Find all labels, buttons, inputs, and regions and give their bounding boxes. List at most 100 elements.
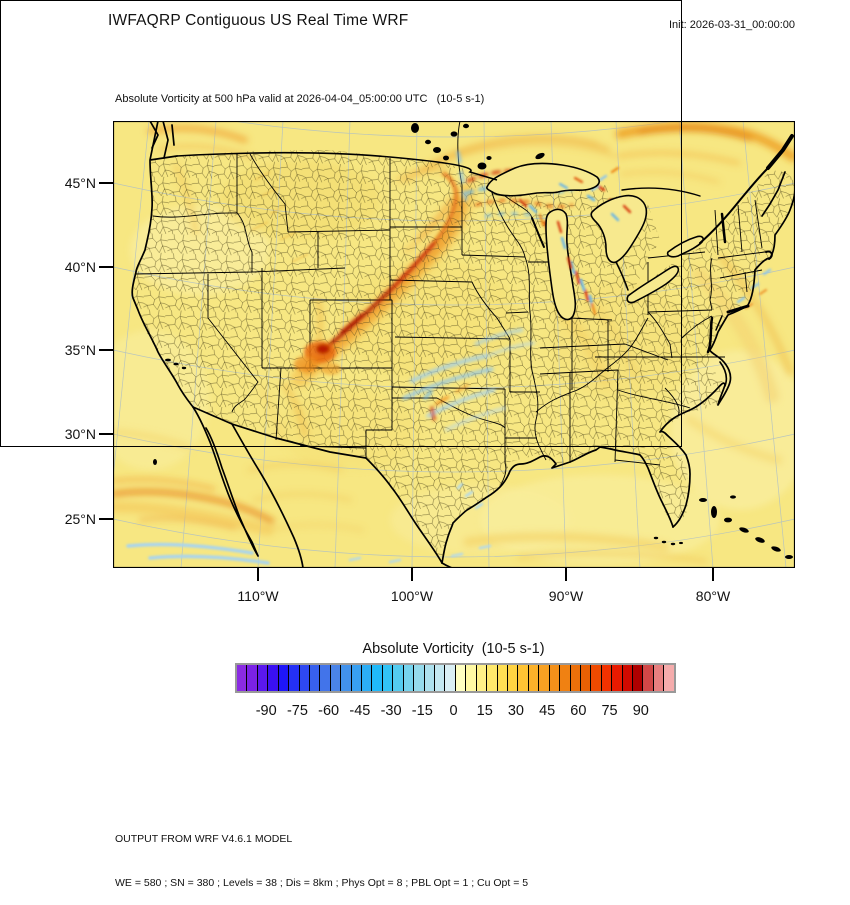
lat-tick-label: 25°N	[64, 511, 96, 527]
colorbar-segment	[528, 665, 540, 691]
colorbar-segment	[591, 665, 602, 691]
colorbar-segment	[560, 665, 571, 691]
lake-champlain	[720, 212, 727, 244]
footer-model-info: OUTPUT FROM WRF V4.6.1 MODEL WE = 580 ; …	[115, 803, 528, 905]
colorbar-tick-label: 75	[601, 703, 618, 719]
lat-tick	[99, 182, 113, 184]
lat-tick	[99, 266, 113, 268]
lon-tick-label: 100°W	[390, 588, 434, 604]
colorbar-segment	[309, 665, 321, 691]
colorbar-segment	[622, 665, 634, 691]
lon-tick-label: 90°W	[548, 588, 584, 604]
puget-sound	[162, 121, 175, 159]
lat-tick-label: 45°N	[64, 175, 96, 191]
st-lawrence-estuary	[766, 134, 794, 170]
colorbar-segment	[643, 665, 654, 691]
colorbar-segment	[247, 665, 258, 691]
lat-tick	[99, 433, 113, 435]
lat-tick	[99, 518, 113, 520]
lake-speckles	[556, 176, 632, 270]
chesapeake-bay	[706, 316, 714, 354]
colorbar-segment	[424, 665, 436, 691]
lon-tick-label: 80°W	[695, 588, 731, 604]
colorbar-segment	[570, 665, 581, 691]
colorbar-segment	[351, 665, 363, 691]
init-time-label: Init: 2026-03-31_00:00:00	[669, 19, 795, 31]
colorbar-segment	[507, 665, 519, 691]
colorbar-tick-label: -90	[255, 703, 277, 719]
colorbar-segment	[612, 665, 623, 691]
colorbar-segment	[330, 665, 342, 691]
great-lakes	[486, 162, 704, 321]
colorbar-segment	[445, 665, 456, 691]
lon-tick	[712, 568, 714, 581]
vorticity-cores	[294, 150, 574, 432]
coastline	[131, 121, 795, 568]
baja-california	[192, 406, 259, 557]
maine-canada-border	[761, 171, 786, 217]
colorbar-tick-label: -75	[286, 703, 308, 719]
lake-superior	[486, 162, 600, 197]
colorbar-segment	[257, 665, 269, 691]
colorbar	[235, 663, 676, 693]
colorbar-segment	[653, 665, 665, 691]
colorbar-segment	[403, 665, 415, 691]
colorbar-tick-label: 0	[449, 703, 458, 719]
colorbar-segment	[476, 665, 488, 691]
footer-line1: OUTPUT FROM WRF V4.6.1 MODEL	[115, 833, 293, 845]
wave-train-speckles	[126, 166, 772, 565]
mexico-border	[192, 406, 367, 459]
lake-michigan	[545, 208, 577, 321]
map-frame-border	[112, 120, 796, 569]
colorbar-tick-label: 45	[539, 703, 556, 719]
lat-tick-label: 40°N	[64, 259, 96, 275]
rio-grande	[365, 457, 443, 564]
colorbar-segment	[237, 665, 248, 691]
st-clair-river	[615, 261, 629, 291]
lon-tick	[257, 568, 259, 581]
colorbar-tick-labels: -90 -75 -60 -45 -30 -15 0 15 30 45 60 75 90	[235, 703, 672, 721]
colorbar-tick-label: 30	[507, 703, 524, 719]
colorbar-segment	[487, 665, 498, 691]
colorbar-segment	[289, 665, 300, 691]
vancouver-island	[149, 121, 159, 149]
colorbar-segment	[580, 665, 592, 691]
colorbar-segment	[497, 665, 508, 691]
colorbar-segment	[268, 665, 279, 691]
pacific-coast	[131, 121, 194, 408]
delaware-bay	[715, 315, 723, 331]
colorbar-segment	[414, 665, 425, 691]
colorbar-tick-label: 15	[476, 703, 493, 719]
terrain-ripples	[251, 171, 309, 263]
colorbar-segment	[455, 665, 467, 691]
colorbar-segment	[466, 665, 477, 691]
lat-tick	[99, 349, 113, 351]
colorbar-tick-label: 60	[570, 703, 587, 719]
colorbar-tick-label: -15	[411, 703, 433, 719]
wrf-figure-page: { "header": { "title": "IWFAQRP Contiguo…	[0, 0, 796, 889]
colorbar-segment	[372, 665, 383, 691]
colorbar-segment	[362, 665, 373, 691]
colorbar-tick-label: -45	[349, 703, 371, 719]
atlantic-coast	[659, 187, 795, 435]
colorbar-segment	[278, 665, 290, 691]
gulf-of-california-mainland	[231, 423, 304, 568]
footer-line2: WE = 580 ; SN = 380 ; Levels = 38 ; Dis …	[115, 876, 529, 889]
canada-border	[176, 151, 498, 181]
colorbar-segment	[633, 665, 644, 691]
florida-east-coast	[665, 433, 691, 528]
gulf-coast	[441, 446, 674, 564]
water-lines	[531, 134, 794, 387]
colorbar-segment	[435, 665, 446, 691]
panel-subtitle: Absolute Vorticity at 500 hPa valid at 2…	[115, 93, 485, 105]
lake-erie	[626, 265, 680, 304]
lon-tick-label: 110°W	[237, 588, 279, 604]
lon-tick	[565, 568, 567, 581]
colorbar-segment	[539, 665, 550, 691]
colorbar-segment	[320, 665, 331, 691]
vorticity-map	[112, 120, 796, 569]
figure-title: IWFAQRP Contiguous US Real Time WRF	[108, 12, 409, 29]
colorbar-tick-label: -30	[380, 703, 402, 719]
green-bay	[531, 217, 545, 248]
lat-tick-label: 30°N	[64, 426, 96, 442]
